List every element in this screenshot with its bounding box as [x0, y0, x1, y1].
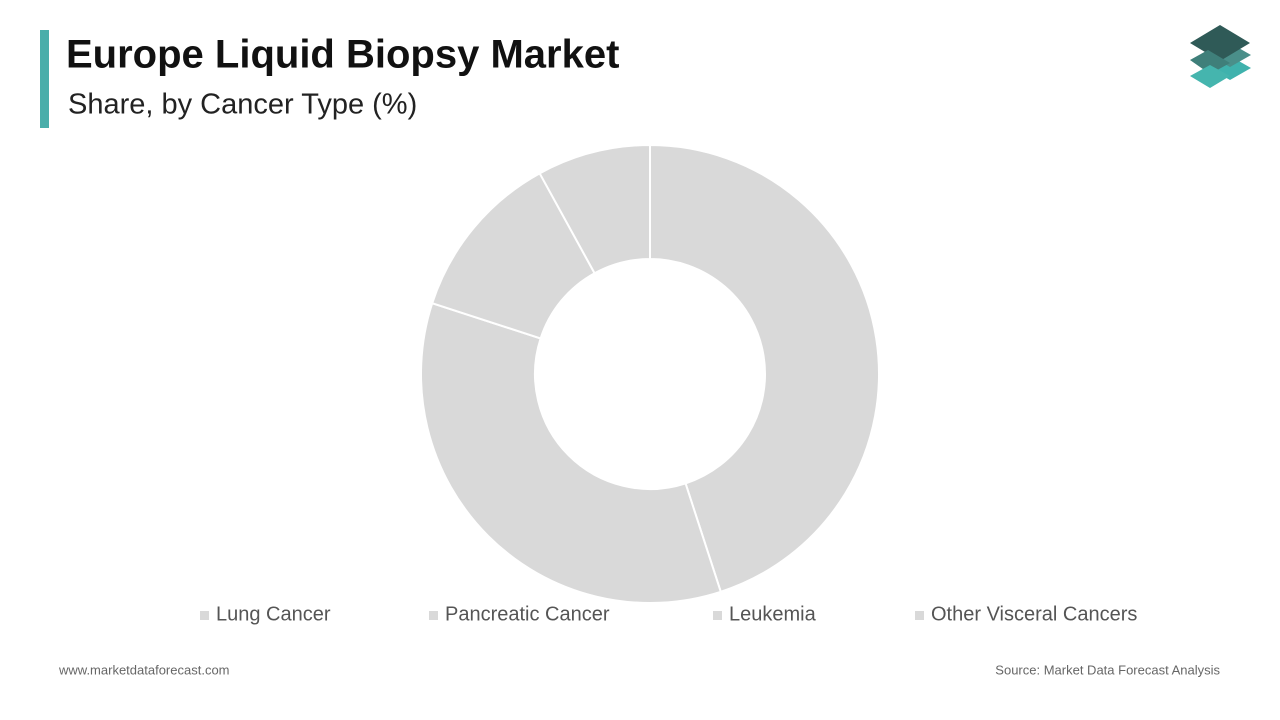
- legend-marker: [915, 611, 924, 620]
- chart-subtitle: Share, by Cancer Type (%): [68, 89, 417, 121]
- legend-marker: [200, 611, 209, 620]
- chart-title: Europe Liquid Biopsy Market: [66, 33, 619, 77]
- legend-label: Leukemia: [729, 603, 817, 625]
- legend-label: Lung Cancer: [216, 603, 331, 625]
- slice: [649, 143, 880, 594]
- legend-marker: [713, 611, 722, 620]
- source: Source: Market Data Forecast Analysis: [995, 662, 1220, 677]
- logo: [1190, 25, 1251, 88]
- website: www.marketdataforecast.com: [58, 662, 230, 677]
- legend-marker: [429, 611, 438, 620]
- legend-label: Other Visceral Cancers: [931, 603, 1137, 625]
- slice: [420, 301, 723, 604]
- title-accent: [40, 30, 49, 128]
- slice: [538, 143, 651, 275]
- legend-label: Pancreatic Cancer: [445, 603, 610, 625]
